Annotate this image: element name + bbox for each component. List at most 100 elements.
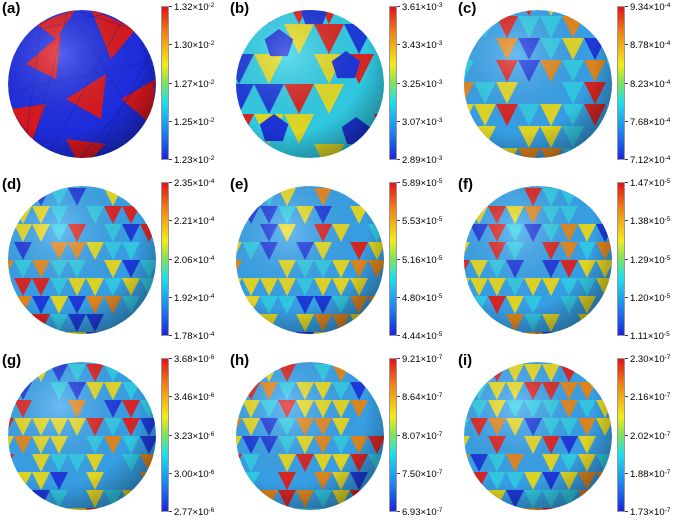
colorbar-tick-label: 1.32×10-2 xyxy=(174,1,214,13)
tick-mantissa: 3.00×10 xyxy=(174,468,209,480)
colorbar-tick-label: 5.89×10-5 xyxy=(402,177,442,189)
tick-mantissa: 2.30×10 xyxy=(630,354,665,365)
colorbar-tick xyxy=(625,358,628,359)
tick-exponent: -2 xyxy=(208,40,215,48)
tick-mantissa: 1.11×10 xyxy=(630,331,664,342)
colorbar-tick xyxy=(625,6,628,7)
tick-mantissa: 3.68×10 xyxy=(174,354,209,365)
colorbar xyxy=(389,6,397,160)
colorbar xyxy=(617,6,625,160)
panel-label: (i) xyxy=(458,352,473,369)
tick-exponent: -4 xyxy=(208,216,215,224)
sphere-plot xyxy=(464,186,612,334)
sphere-plot xyxy=(8,10,156,158)
tick-mantissa: 8.07×10 xyxy=(402,430,437,442)
tick-mantissa: 9.21×10 xyxy=(402,354,437,365)
colorbar xyxy=(617,358,625,512)
colorbar-tick xyxy=(397,396,400,398)
tick-mantissa: 5.53×10 xyxy=(402,216,437,228)
tick-exponent: -7 xyxy=(436,430,443,438)
colorbar-tick xyxy=(169,82,172,84)
colorbar-tick-label: 8.07×10-7 xyxy=(402,430,442,442)
tick-exponent: -7 xyxy=(436,392,443,400)
colorbar-tick-label: 2.21×10-4 xyxy=(174,215,214,227)
sphere-plot xyxy=(236,10,384,158)
colorbar-tick-label: 4.80×10-5 xyxy=(402,292,442,304)
panel-label: (g) xyxy=(2,352,22,369)
tick-mantissa: 1.73×10 xyxy=(630,507,665,518)
tick-exponent: -3 xyxy=(436,2,443,9)
tick-exponent: -2 xyxy=(208,78,215,86)
tick-exponent: -7 xyxy=(436,507,443,514)
panel-label: (e) xyxy=(230,176,249,193)
colorbar-tick xyxy=(625,220,628,222)
tick-exponent: -4 xyxy=(208,178,215,185)
colorbar-tick-label: 2.02×10-7 xyxy=(630,430,670,442)
panel-label: (d) xyxy=(2,176,22,193)
tick-mantissa: 1.47×10 xyxy=(630,178,665,189)
tick-exponent: -4 xyxy=(664,78,671,86)
tick-exponent: -7 xyxy=(664,468,671,476)
colorbar-tick-label: 1.11×10-5 xyxy=(630,330,670,342)
tick-exponent: -4 xyxy=(664,2,671,9)
tick-exponent: -6 xyxy=(208,430,215,438)
colorbar-tick-label: 1.88×10-7 xyxy=(630,468,670,480)
tick-mantissa: 2.16×10 xyxy=(630,392,665,404)
tick-exponent: -5 xyxy=(436,331,443,338)
panel-a: (a) 1.32×10-2 1.30×10-2 1.27×10-2 1.25×10-2 1… xyxy=(0,0,228,176)
colorbar-tick xyxy=(169,182,172,183)
sphere-plot xyxy=(236,362,384,510)
panel-d: (d) 2.35×10-4 2.21×10-4 2.06×10-4 1.92×10-4 1… xyxy=(0,176,228,352)
tick-exponent: -6 xyxy=(208,507,215,514)
tick-mantissa: 2.02×10 xyxy=(630,430,665,442)
tick-exponent: -5 xyxy=(664,178,671,185)
colorbar-tick-label: 1.23×10-2 xyxy=(174,154,214,166)
tick-exponent: -4 xyxy=(664,40,671,48)
tick-mantissa: 3.43×10 xyxy=(402,40,437,52)
tick-exponent: -5 xyxy=(436,292,443,300)
tick-exponent: -6 xyxy=(208,392,215,400)
tick-mantissa: 6.93×10 xyxy=(402,507,437,518)
colorbar-tick xyxy=(397,258,400,260)
panel-e: (e) 5.89×10-5 5.53×10-5 5.16×10-5 4.80×10-5 4… xyxy=(228,176,456,352)
colorbar-tick xyxy=(397,6,400,7)
tick-exponent: -5 xyxy=(436,216,443,224)
tick-mantissa: 3.61×10 xyxy=(402,2,437,13)
tick-mantissa: 1.30×10 xyxy=(174,40,209,52)
tick-mantissa: 3.46×10 xyxy=(174,392,209,404)
colorbar-tick-label: 1.30×10-2 xyxy=(174,39,214,51)
colorbar-tick-label: 6.93×10-7 xyxy=(402,506,442,518)
colorbar-tick xyxy=(169,120,172,122)
colorbar xyxy=(161,182,169,336)
tick-mantissa: 7.68×10 xyxy=(630,116,665,128)
panel-h: (h) 9.21×10-7 8.64×10-7 8.07×10-7 7.50×10-7 6… xyxy=(228,352,456,528)
tick-exponent: -4 xyxy=(208,331,215,338)
sphere-plot xyxy=(464,362,612,510)
colorbar-tick xyxy=(169,220,172,222)
colorbar-tick xyxy=(169,511,172,512)
colorbar-tick-label: 5.53×10-5 xyxy=(402,215,442,227)
colorbar-tick xyxy=(397,82,400,84)
colorbar-tick xyxy=(625,296,628,298)
tick-mantissa: 2.06×10 xyxy=(174,254,209,266)
colorbar xyxy=(161,6,169,160)
colorbar-tick xyxy=(625,182,628,183)
colorbar-tick-label: 8.78×10-4 xyxy=(630,39,670,51)
colorbar-tick xyxy=(397,434,400,436)
colorbar-tick xyxy=(625,82,628,84)
tick-mantissa: 5.89×10 xyxy=(402,178,437,189)
colorbar-tick-label: 1.38×10-5 xyxy=(630,215,670,227)
colorbar-tick xyxy=(397,182,400,183)
tick-exponent: -6 xyxy=(208,354,215,361)
colorbar-tick-label: 1.29×10-5 xyxy=(630,254,670,266)
panel-label: (a) xyxy=(2,0,21,17)
panel-label: (f) xyxy=(458,176,473,193)
tick-mantissa: 7.12×10 xyxy=(630,155,665,166)
colorbar-tick-label: 3.23×10-6 xyxy=(174,430,214,442)
tick-exponent: -5 xyxy=(664,292,671,300)
tick-exponent: -2 xyxy=(208,155,215,162)
colorbar-tick xyxy=(169,44,172,46)
tick-exponent: -3 xyxy=(436,155,443,162)
colorbar-tick xyxy=(169,296,172,298)
colorbar-tick xyxy=(397,511,400,512)
